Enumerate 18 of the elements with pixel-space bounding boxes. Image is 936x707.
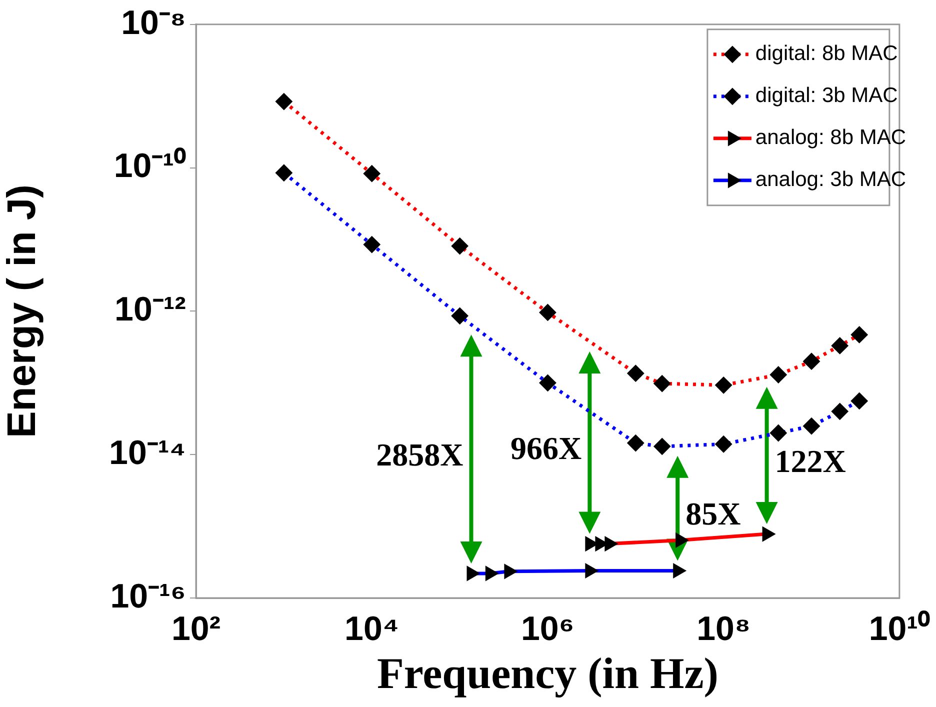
annotation: 966X — [510, 430, 582, 466]
y-tick-label: 10⁻¹⁴ — [109, 434, 186, 472]
legend-label: analog: 8b MAC — [755, 126, 906, 150]
x-tick-label: 10¹⁰ — [868, 610, 930, 648]
annotation: 122X — [774, 442, 846, 479]
y-axis-title: Energy ( in J) — [0, 184, 44, 438]
x-tick-label: 10⁸ — [696, 610, 751, 648]
x-tick-label: 10⁶ — [520, 610, 574, 648]
y-tick-label: 10⁻¹⁰ — [114, 147, 186, 186]
legend-label: digital: 3b MAC — [755, 84, 898, 108]
x-axis-title: Frequency (in Hz) — [377, 648, 718, 698]
y-tick-label: 10⁻¹² — [114, 290, 186, 329]
x-tick-label: 10⁴ — [344, 610, 400, 648]
legend-label: analog: 3b MAC — [755, 168, 906, 192]
annotation: 2858X — [376, 436, 464, 472]
y-tick-label: 10⁻⁸ — [121, 4, 186, 42]
legend-label: digital: 8b MAC — [755, 42, 898, 66]
annotation: 85X — [686, 496, 741, 532]
